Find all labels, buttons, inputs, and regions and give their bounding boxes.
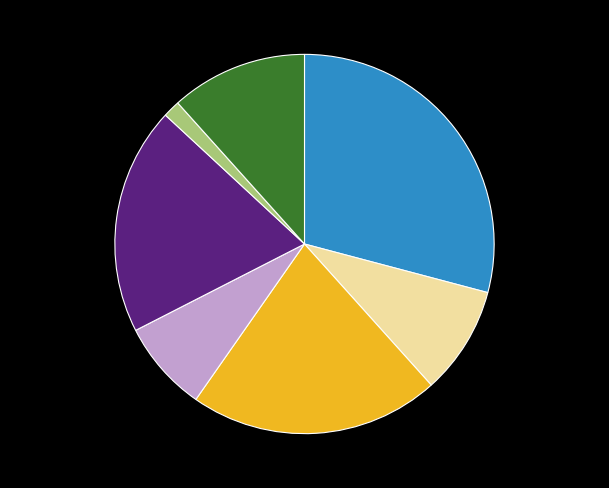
- Wedge shape: [115, 115, 304, 330]
- Wedge shape: [178, 54, 304, 244]
- Wedge shape: [196, 244, 431, 434]
- Wedge shape: [304, 244, 488, 385]
- Wedge shape: [304, 54, 494, 293]
- Wedge shape: [166, 103, 304, 244]
- Wedge shape: [136, 244, 304, 400]
